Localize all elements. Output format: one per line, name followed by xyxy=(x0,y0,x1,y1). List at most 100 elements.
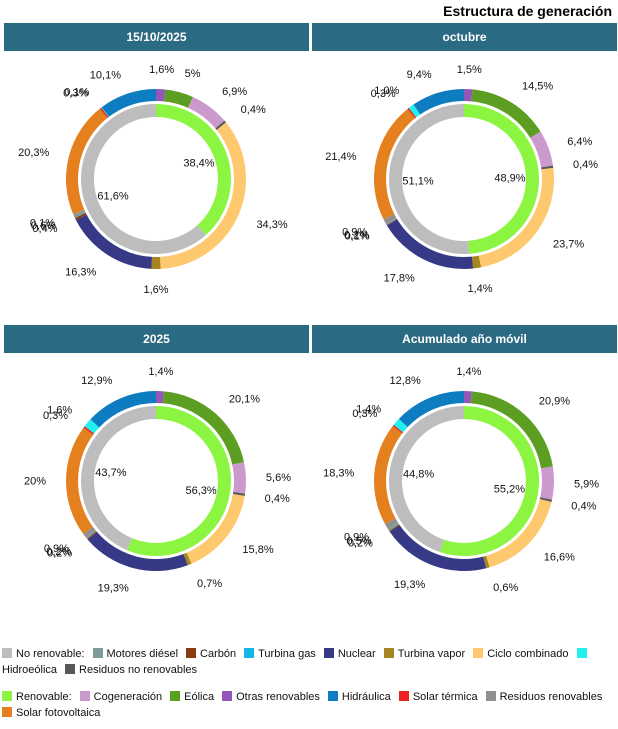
outer-data-label: 0,4% xyxy=(265,493,290,505)
outer-slice-hidroeolica xyxy=(101,107,109,118)
legend-item-no-renovable[interactable]: No renovable: xyxy=(2,648,85,660)
legend-renewable: Renovable: Cogeneración Eólica Otras renova… xyxy=(2,689,616,721)
outer-data-label: 34,3% xyxy=(256,219,287,231)
legend-label: Turbina vapor xyxy=(397,648,466,660)
outer-data-label: 0,3% xyxy=(371,88,396,100)
outer-slice-solar-termica xyxy=(99,107,109,119)
outer-data-label: 10,1% xyxy=(90,70,121,82)
legend-item-motores-diesel[interactable]: Motores diésel xyxy=(92,648,179,660)
legend-item-residuos-no-renovables[interactable]: Residuos no renovables xyxy=(65,664,197,676)
legend-item-renovable[interactable]: Renovable: xyxy=(2,691,72,703)
legend-label: Solar térmica xyxy=(412,691,478,703)
outer-slice-residuos-no-renovables xyxy=(541,165,554,170)
legend-label: Ciclo combinado xyxy=(487,648,569,660)
outer-slice-cogeneracion xyxy=(530,131,554,168)
outer-slice-nuclear xyxy=(389,525,487,571)
outer-data-label: 19,3% xyxy=(394,579,425,591)
outer-data-label: 6,9% xyxy=(222,86,247,98)
outer-slice-cogeneracion xyxy=(188,96,225,129)
outer-slice-eolica xyxy=(162,391,244,465)
legend-swatch xyxy=(2,691,12,701)
legend-label: Motores diésel xyxy=(106,648,179,660)
chart-panel-day: 15/10/2025 1,6% 5% 6,9% 0,4% 34,3% 1,6% 16,3% 0… xyxy=(4,23,309,313)
outer-slice-solar-fotovoltaica xyxy=(66,108,108,215)
outer-data-label: 1,6% xyxy=(47,405,72,417)
outer-data-label: 0,3% xyxy=(63,87,88,99)
outer-data-label: 1,0% xyxy=(374,85,399,97)
legend-item-hidraulica[interactable]: Hidráulica xyxy=(327,691,391,703)
outer-slice-eolica xyxy=(470,391,553,469)
legend-item-carbon[interactable]: Carbón xyxy=(186,648,236,660)
outer-data-label: 1,5% xyxy=(457,64,482,76)
legend-item-hidroeolica[interactable]: Hidroeólica xyxy=(2,648,591,676)
inner-slice-renovable xyxy=(127,406,231,556)
outer-slice-residuos-renovables xyxy=(73,209,85,215)
outer-data-label: 0,4% xyxy=(573,159,598,171)
outer-slice-motores-diesel xyxy=(386,218,397,225)
outer-data-label: 20,1% xyxy=(229,394,260,406)
legend-item-residuos-renovables[interactable]: Residuos renovables xyxy=(485,691,602,703)
legend-item-solar-fotovoltaica[interactable]: Solar fotovoltaica xyxy=(2,707,100,719)
legend-item-otras-renovables[interactable]: Otras renovables xyxy=(222,691,320,703)
outer-data-label: 0,2% xyxy=(46,546,71,558)
legend-swatch xyxy=(2,707,12,717)
outer-data-label: 18,3% xyxy=(323,467,354,479)
outer-slice-hidraulica xyxy=(398,391,464,428)
legend-item-ciclo-combinado[interactable]: Ciclo combinado xyxy=(473,648,569,660)
outer-slice-solar-fotovoltaica xyxy=(374,426,403,525)
legend-label: Solar fotovoltaica xyxy=(16,707,101,719)
outer-data-label: 16,3% xyxy=(65,266,96,278)
legend-swatch xyxy=(65,664,76,674)
outer-data-label: 23,7% xyxy=(553,239,584,251)
outer-slice-solar-termica xyxy=(83,426,95,435)
inner-data-label: 61,6% xyxy=(97,190,128,202)
legend-item-nuclear[interactable]: Nuclear xyxy=(323,648,376,660)
outer-slice-hidroeolica xyxy=(393,418,408,433)
legend-item-turbina-vapor[interactable]: Turbina vapor xyxy=(383,648,466,660)
outer-data-label: 15,8% xyxy=(242,544,273,556)
outer-data-label: 12,9% xyxy=(81,375,112,387)
outer-slice-residuos-no-renovables xyxy=(232,492,246,497)
outer-data-label: 6,4% xyxy=(567,136,592,148)
legend-label: Carbón xyxy=(200,648,237,660)
legend-item-turbina-gas[interactable]: Turbina gas xyxy=(244,648,316,660)
outer-data-label: 0,9% xyxy=(44,543,69,555)
outer-data-label: 0,1% xyxy=(345,231,370,243)
outer-slice-carbon xyxy=(87,531,97,540)
outer-slice-hidraulica xyxy=(90,391,156,428)
outer-data-label: 1,4% xyxy=(467,283,492,295)
outer-slice-solar-fotovoltaica xyxy=(66,427,94,534)
outer-slice-ciclo-combinado xyxy=(478,167,554,268)
outer-data-label: 17,8% xyxy=(384,272,415,284)
outer-data-label: 0,4% xyxy=(571,500,596,512)
legend-item-cogeneracion[interactable]: Cogeneración xyxy=(79,691,162,703)
outer-data-label: 0,9% xyxy=(342,226,367,238)
legend-label: Nuclear xyxy=(337,648,376,660)
outer-slice-otras-renovables xyxy=(464,89,473,102)
outer-slice-cogeneracion xyxy=(540,466,554,500)
outer-slice-solar-termica xyxy=(392,424,404,434)
legend-swatch xyxy=(2,648,12,658)
inner-data-label: 44,8% xyxy=(403,469,434,481)
outer-slice-residuos-renovables xyxy=(385,518,398,529)
outer-slice-otras-renovables xyxy=(156,391,164,404)
outer-slice-motores-diesel xyxy=(86,530,97,539)
legend-item-solar-termica[interactable]: Solar térmica xyxy=(398,691,478,703)
outer-data-label: 0,2% xyxy=(348,538,373,550)
outer-data-label: 20% xyxy=(24,476,46,488)
outer-data-label: 12,8% xyxy=(390,375,421,387)
inner-data-label: 43,7% xyxy=(95,467,126,479)
outer-slice-residuos-no-renovables xyxy=(215,120,227,130)
outer-slice-hidroeolica xyxy=(408,104,421,118)
legend-swatch xyxy=(186,648,197,658)
inner-slice-no-renovable xyxy=(81,104,206,255)
page-title: Estructura de generación xyxy=(443,3,612,19)
outer-slice-carbon xyxy=(386,218,398,226)
donut-chart: 1,6% 5%6,9%0,4%34,3%1,6%16,3%0,4%0,6%0,1%… xyxy=(18,64,288,296)
legend-swatch xyxy=(383,648,394,658)
outer-data-label: 0,2% xyxy=(344,230,369,242)
outer-slice-hidraulica xyxy=(413,89,464,115)
legend-item-eolica[interactable]: Eólica xyxy=(170,691,214,703)
outer-slice-turbina-vapor xyxy=(483,555,490,569)
outer-data-label: 0,7% xyxy=(197,578,222,590)
